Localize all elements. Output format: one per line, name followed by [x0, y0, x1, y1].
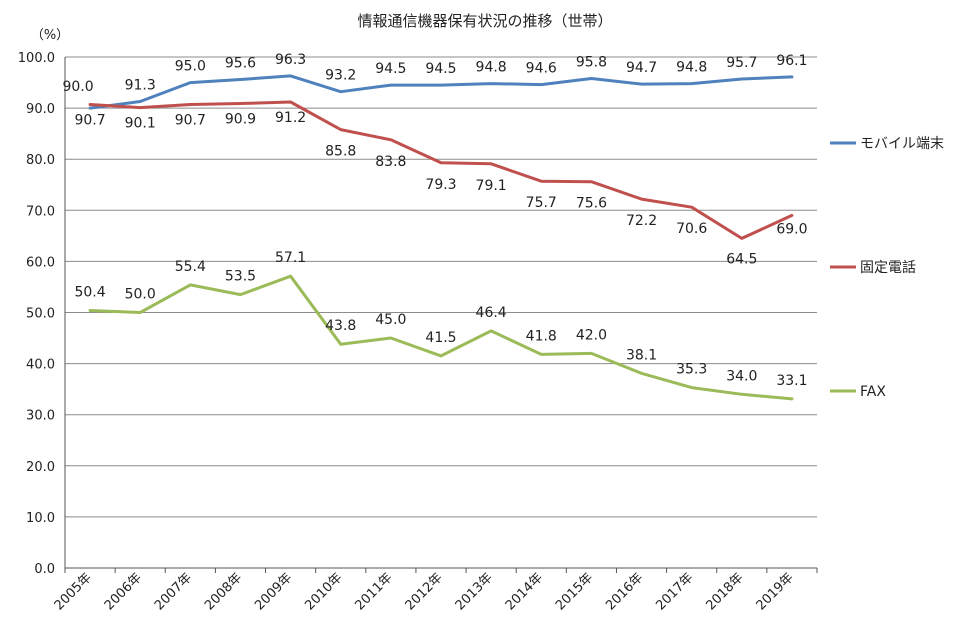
data-label: 33.1: [776, 373, 807, 389]
y-tick-label: 80.0: [26, 153, 55, 168]
x-tick-label: 2007年: [152, 570, 195, 613]
data-label: 50.4: [74, 284, 105, 300]
gridlines: [64, 56, 817, 569]
y-tick-label: 20.0: [26, 460, 55, 475]
data-label: 96.1: [776, 53, 807, 69]
data-label: 94.7: [626, 60, 657, 76]
x-tick-label: 2019年: [754, 570, 797, 613]
data-label: 70.6: [676, 221, 707, 237]
y-axis-unit-label: （%）: [31, 28, 69, 43]
x-tick-label: 2015年: [553, 570, 596, 613]
data-label: 64.5: [726, 251, 757, 267]
data-label: 79.3: [425, 177, 456, 193]
data-label: 41.8: [526, 328, 557, 344]
legend-label-2: FAX: [860, 384, 886, 400]
x-tick-label: 2016年: [603, 570, 646, 613]
data-label: 94.5: [425, 61, 456, 77]
data-label: 75.7: [526, 195, 557, 211]
y-tick-label: 70.0: [26, 204, 55, 219]
x-tick-label: 2005年: [52, 570, 95, 613]
data-label: 50.0: [125, 287, 156, 303]
legend-label-0: モバイル端末: [860, 136, 944, 152]
data-label: 90.9: [225, 112, 256, 128]
data-labels: 90.0 91.3 95.0 95.6 96.3 93.2 94.5 94.5 94.8 94.6…: [62, 52, 807, 389]
data-label: 35.3: [676, 362, 707, 378]
y-tick-label: 50.0: [26, 307, 55, 322]
series-line-1: [88, 100, 794, 240]
data-label: 95.8: [576, 54, 607, 70]
data-label: 94.8: [676, 60, 707, 76]
data-label: 38.1: [626, 347, 657, 363]
data-label: 95.6: [225, 55, 256, 71]
y-tick-label: 60.0: [26, 255, 55, 270]
y-tick-label: 30.0: [26, 409, 55, 424]
data-label: 45.0: [375, 312, 406, 328]
data-label: 79.1: [476, 178, 507, 194]
data-label: 95.0: [175, 59, 206, 75]
x-tick-label: 2013年: [453, 570, 496, 613]
y-tick-label: 100.0: [18, 51, 55, 66]
data-label: 57.1: [275, 250, 306, 266]
data-label: 34.0: [726, 368, 757, 384]
x-tick-label: 2012年: [403, 570, 446, 613]
data-label: 94.5: [375, 61, 406, 77]
legend-label-1: 固定電話: [860, 259, 916, 276]
data-label: 93.2: [325, 68, 356, 84]
data-label: 95.7: [726, 55, 757, 71]
y-tick-label: 90.0: [26, 102, 55, 117]
data-label: 94.8: [476, 60, 507, 76]
data-label: 96.3: [275, 52, 306, 68]
x-tick-label: 2009年: [252, 570, 295, 613]
y-tick-label: 40.0: [26, 358, 55, 373]
data-label: 41.5: [425, 330, 456, 346]
x-tick-label: 2014年: [503, 570, 546, 613]
data-label: 90.1: [125, 116, 156, 132]
y-tick-label: 10.0: [26, 511, 55, 526]
data-label: 43.8: [325, 318, 356, 334]
series-line-0: [88, 74, 794, 110]
data-label: 85.8: [325, 144, 356, 160]
data-label: 90.0: [62, 79, 93, 95]
series-line-2: [88, 274, 794, 401]
data-label: 94.6: [526, 61, 557, 77]
data-label: 75.6: [576, 196, 607, 212]
data-label: 69.0: [776, 221, 807, 237]
x-tick-label: 2011年: [352, 570, 395, 613]
x-axis-ticks: 2005年 2006年 2007年 2008年 2009年 2010年 2011年 2012年…: [52, 568, 818, 613]
data-label: 53.5: [225, 269, 256, 285]
data-label: 90.7: [175, 113, 206, 129]
data-label: 91.3: [125, 77, 156, 93]
series-lines: [88, 74, 794, 401]
data-label: 90.7: [74, 113, 105, 129]
data-label: 55.4: [175, 259, 206, 275]
x-tick-label: 2008年: [202, 570, 245, 613]
x-tick-label: 2006年: [102, 570, 145, 613]
x-tick-label: 2010年: [302, 570, 345, 613]
data-label: 72.2: [626, 213, 657, 229]
data-label: 91.2: [275, 110, 306, 126]
data-label: 83.8: [375, 154, 406, 170]
chart-title: 情報通信機器保有状況の推移（世帯）: [357, 12, 612, 30]
x-tick-label: 2018年: [703, 570, 746, 613]
data-label: 46.4: [476, 305, 507, 321]
data-label: 42.0: [576, 327, 607, 343]
y-axis-ticks: 0.0 10.0 20.0 30.0 40.0 50.0 60.0 70.0 80.0 90.0 1…: [18, 51, 55, 577]
y-tick-label: 0.0: [34, 562, 55, 577]
x-tick-label: 2017年: [653, 570, 696, 613]
